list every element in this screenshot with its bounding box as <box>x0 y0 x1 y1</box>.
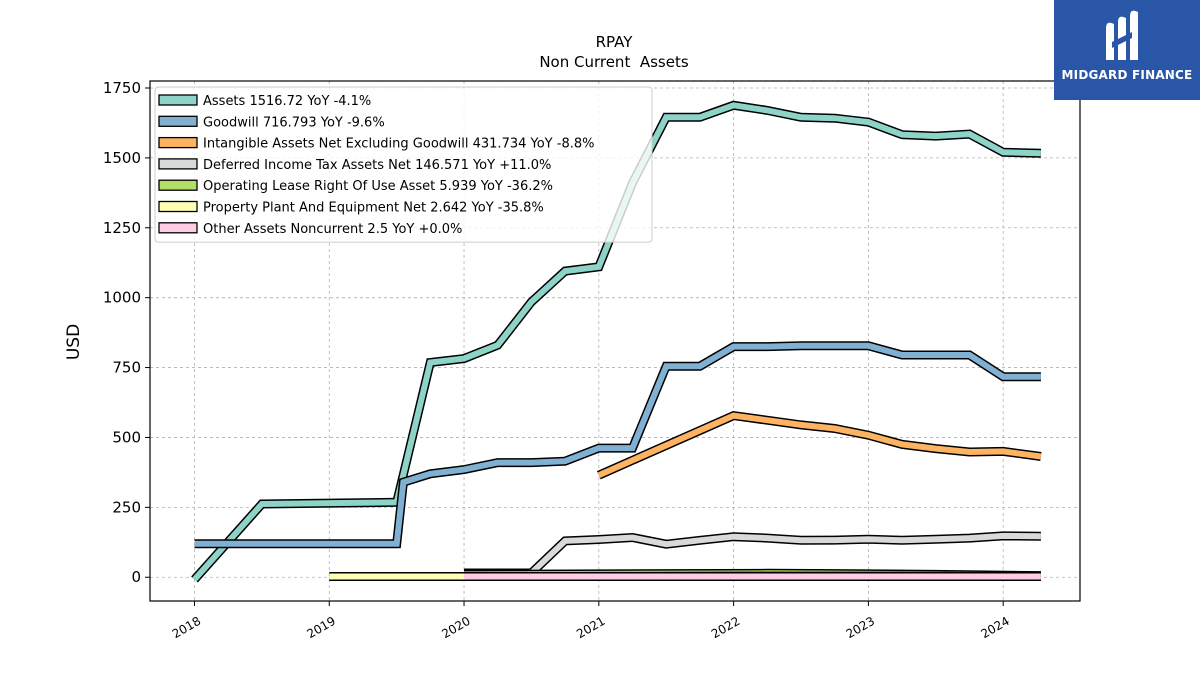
x-tick-label: 2018 <box>170 614 203 641</box>
legend-swatch <box>158 94 198 106</box>
y-tick-label: 0 <box>131 568 141 586</box>
plot-frame <box>149 80 1081 602</box>
chart-title: RPAY <box>596 33 634 51</box>
series-2-group <box>194 341 1041 549</box>
legend-label: Operating Lease Right Of Use Asset 5.939… <box>203 179 553 194</box>
y-tick-label: 1750 <box>103 79 141 97</box>
series-line <box>192 102 1041 582</box>
x-tick-label: 2020 <box>439 614 472 641</box>
y-axis: 0 250 500 750 1000 1250 1500 1750 <box>103 79 150 586</box>
legend-label: Intangible Assets Net Excluding Goodwill… <box>203 137 594 152</box>
y-tick-label: 250 <box>112 498 141 516</box>
legend-label: Goodwill 716.793 YoY -9.6% <box>203 115 385 130</box>
legend-swatch <box>158 136 198 149</box>
legend-box <box>154 86 653 243</box>
x-tick-label: 2021 <box>574 614 607 641</box>
legend-label: Deferred Income Tax Assets Net 146.571 Y… <box>203 158 551 173</box>
series-lines <box>191 100 1042 583</box>
x-tick-label: 2023 <box>844 614 877 641</box>
x-tick-label: 2019 <box>305 614 338 641</box>
legend-swatch <box>158 179 198 191</box>
chart-subtitle: Non Current Assets <box>539 53 689 71</box>
y-tick-label: 500 <box>112 428 141 446</box>
y-tick-label: 1000 <box>103 289 141 307</box>
series-1-group <box>191 100 1042 583</box>
legend-swatch <box>158 115 198 127</box>
series-4-group <box>464 531 1041 578</box>
brand-logo: MIDGARD FINANCE <box>1054 0 1200 100</box>
legend-label: Assets 1516.72 YoY -4.1% <box>203 94 371 109</box>
x-tick-label: 2024 <box>978 614 1011 641</box>
y-axis-label: USD <box>64 324 84 360</box>
legend-swatch <box>158 222 198 234</box>
legend-swatch <box>158 200 198 213</box>
series-line <box>597 412 1042 478</box>
brand-name: MIDGARD FINANCE <box>1061 68 1193 82</box>
x-tick-label: 2022 <box>709 614 742 641</box>
legend-swatch <box>158 158 198 170</box>
legend-label: Other Assets Noncurrent 2.5 YoY +0.0% <box>203 222 462 237</box>
y-tick-label: 750 <box>112 359 141 377</box>
series-3-group <box>596 410 1042 480</box>
y-tick-label: 1250 <box>103 219 141 237</box>
series-line <box>464 532 1041 576</box>
series-line <box>194 342 1041 547</box>
legend: Assets 1516.72 YoY -4.1% Goodwill 716.793… <box>154 86 653 243</box>
midgard-m-logo-icon <box>1106 10 1138 61</box>
y-tick-label: 1500 <box>103 149 141 167</box>
legend-label: Property Plant And Equipment Net 2.642 Y… <box>203 201 544 216</box>
x-axis: 2018 2019 2020 2021 2022 2023 2024 <box>170 601 1012 641</box>
